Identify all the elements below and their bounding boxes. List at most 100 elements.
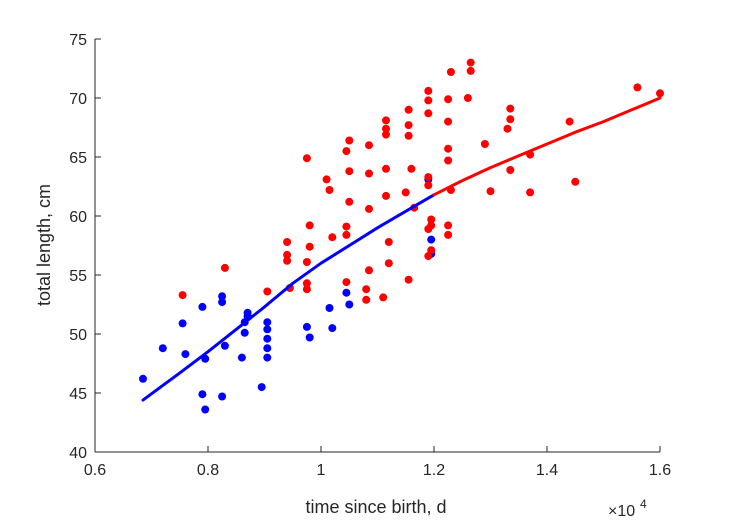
data-point xyxy=(444,95,453,104)
data-point xyxy=(427,215,436,224)
data-point xyxy=(198,390,207,399)
data-point xyxy=(342,147,351,156)
data-point xyxy=(263,325,272,334)
data-point xyxy=(466,58,475,67)
data-point xyxy=(506,104,515,113)
data-point xyxy=(384,259,393,268)
data-point xyxy=(565,117,574,126)
data-point xyxy=(365,266,373,275)
data-point xyxy=(503,124,512,133)
data-point xyxy=(328,233,337,242)
data-point xyxy=(362,285,371,294)
data-point xyxy=(382,164,390,173)
data-point xyxy=(444,156,453,165)
data-point xyxy=(480,140,489,148)
data-point xyxy=(424,173,433,182)
fit-line-3 xyxy=(432,96,662,197)
plot-background xyxy=(95,39,660,452)
data-point xyxy=(424,109,433,118)
data-point xyxy=(283,238,292,246)
data-point xyxy=(633,83,642,92)
data-point xyxy=(283,256,292,265)
y-tick-label: 75 xyxy=(69,32,87,49)
data-point xyxy=(263,344,272,353)
data-point xyxy=(218,392,227,401)
data-point xyxy=(526,188,535,197)
y-tick-label: 45 xyxy=(69,386,87,403)
data-point xyxy=(305,242,314,251)
y-tick-label: 55 xyxy=(69,268,87,285)
data-point xyxy=(365,141,373,150)
data-point xyxy=(257,383,266,392)
plot-area xyxy=(95,39,660,452)
data-point xyxy=(424,86,433,95)
data-point xyxy=(220,341,229,350)
x-axis-label: time since birth, d xyxy=(305,497,446,517)
x-tick-label: 1.6 xyxy=(649,462,671,479)
data-point xyxy=(305,221,314,230)
y-tick-label: 50 xyxy=(69,327,87,344)
data-point xyxy=(466,66,475,75)
data-point xyxy=(463,94,472,102)
data-point xyxy=(322,175,331,184)
data-point xyxy=(427,235,436,244)
data-point xyxy=(158,344,167,353)
data-point xyxy=(178,319,187,328)
data-point xyxy=(139,374,147,383)
data-point xyxy=(302,258,311,266)
y-tick-label: 60 xyxy=(69,209,87,226)
data-point xyxy=(382,130,390,139)
y-tick-label: 65 xyxy=(69,150,87,167)
data-point xyxy=(404,131,413,140)
data-point xyxy=(263,318,272,327)
data-point xyxy=(342,222,351,231)
data-point xyxy=(444,221,453,230)
data-point xyxy=(342,230,351,239)
data-point xyxy=(379,293,388,302)
data-point xyxy=(201,405,210,414)
data-point xyxy=(342,278,351,287)
data-point xyxy=(263,334,272,343)
data-point xyxy=(382,116,390,125)
x-axis-exponent-base: ×10 xyxy=(608,503,635,520)
data-point xyxy=(302,285,311,294)
data-point xyxy=(345,197,354,206)
data-point xyxy=(198,302,207,311)
data-point xyxy=(571,177,580,186)
data-point xyxy=(181,350,190,359)
y-axis-label: total length, cm xyxy=(34,184,54,306)
data-point xyxy=(446,68,455,76)
data-point xyxy=(365,204,373,213)
x-axis-exponent-power: 4 xyxy=(640,497,647,511)
data-point xyxy=(220,263,229,272)
data-point xyxy=(444,230,453,239)
data-point xyxy=(444,117,453,126)
data-point xyxy=(427,246,436,255)
data-point xyxy=(328,324,337,333)
data-point xyxy=(404,275,413,284)
data-point xyxy=(263,353,272,362)
data-point xyxy=(345,300,354,309)
data-point xyxy=(427,221,436,230)
data-point xyxy=(345,167,354,176)
data-point xyxy=(486,187,495,196)
fit-line-2 xyxy=(141,193,436,402)
data-point xyxy=(283,250,292,259)
data-point xyxy=(178,291,187,300)
data-point xyxy=(345,136,354,145)
data-point xyxy=(404,105,413,114)
data-point xyxy=(424,96,433,105)
x-tick-label: 0.6 xyxy=(84,462,106,479)
x-tick-label: 1.4 xyxy=(536,462,558,479)
data-point xyxy=(401,188,410,197)
x-tick-label: 1 xyxy=(317,462,326,479)
data-marks xyxy=(139,58,664,414)
data-point xyxy=(302,279,311,288)
data-point xyxy=(237,353,246,362)
data-point xyxy=(240,328,249,337)
data-point xyxy=(342,288,351,297)
data-point xyxy=(365,169,373,178)
axes: 0.6 0.8 1 1.2 1.4 1.6 40 45 50 55 60 65 70 75 xyxy=(69,32,671,479)
data-point xyxy=(263,287,272,296)
